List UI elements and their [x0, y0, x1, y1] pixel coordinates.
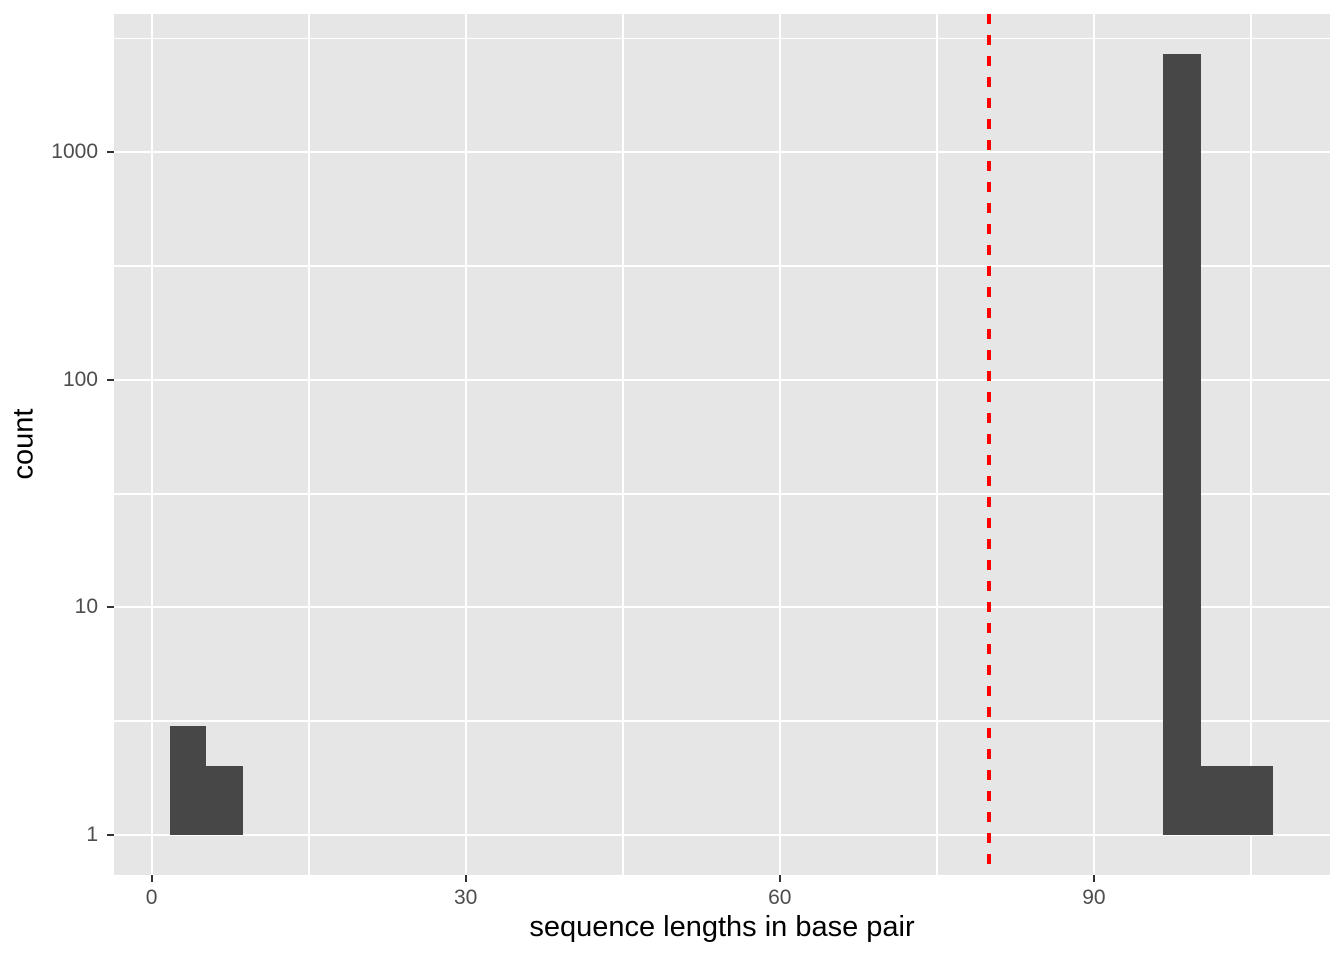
gridline-x-major [464, 14, 467, 875]
x-tick-mark [464, 875, 467, 882]
gridline-y-minor [114, 37, 1330, 40]
gridline-y-major [114, 378, 1330, 381]
y-tick-mark [107, 834, 114, 836]
y-tick-mark [107, 606, 114, 609]
gridline-x-major [150, 14, 153, 875]
histogram-bar [1200, 766, 1273, 835]
gridline-y-major [114, 606, 1330, 609]
gridline-x-major [778, 14, 781, 875]
gridline-y-minor [114, 492, 1330, 495]
histogram-bar [1163, 54, 1201, 835]
gridline-x-major [1092, 14, 1095, 875]
gridline-x-minor [935, 14, 938, 875]
gridline-y-major [114, 833, 1330, 837]
x-tick-mark [1092, 875, 1095, 882]
y-tick-label: 1 [86, 823, 98, 846]
x-tick-mark [778, 875, 781, 882]
gridline-x-minor [621, 14, 624, 875]
gridline-x-minor [307, 14, 310, 875]
y-tick-label: 1000 [51, 140, 98, 164]
threshold-vline [987, 14, 991, 875]
y-axis-title: count [7, 408, 40, 480]
y-tick-mark [107, 378, 114, 381]
y-tick-mark [107, 151, 114, 154]
x-tick-label: 0 [145, 886, 158, 909]
histogram-bar [206, 766, 243, 835]
gridline-y-major [114, 151, 1330, 154]
plot-panel [114, 14, 1330, 875]
gridline-y-minor [114, 265, 1330, 267]
histogram-bar [170, 726, 207, 835]
x-axis-title: sequence lengths in base pair [529, 911, 915, 943]
x-tick-label: 60 [768, 886, 792, 909]
gridline-x-minor [1250, 14, 1252, 875]
y-tick-label: 100 [62, 367, 98, 391]
x-tick-label: 90 [1082, 886, 1106, 909]
x-tick-mark [150, 875, 153, 882]
x-tick-label: 30 [454, 886, 478, 909]
gridline-y-minor [114, 720, 1330, 723]
y-tick-label: 10 [74, 595, 98, 619]
